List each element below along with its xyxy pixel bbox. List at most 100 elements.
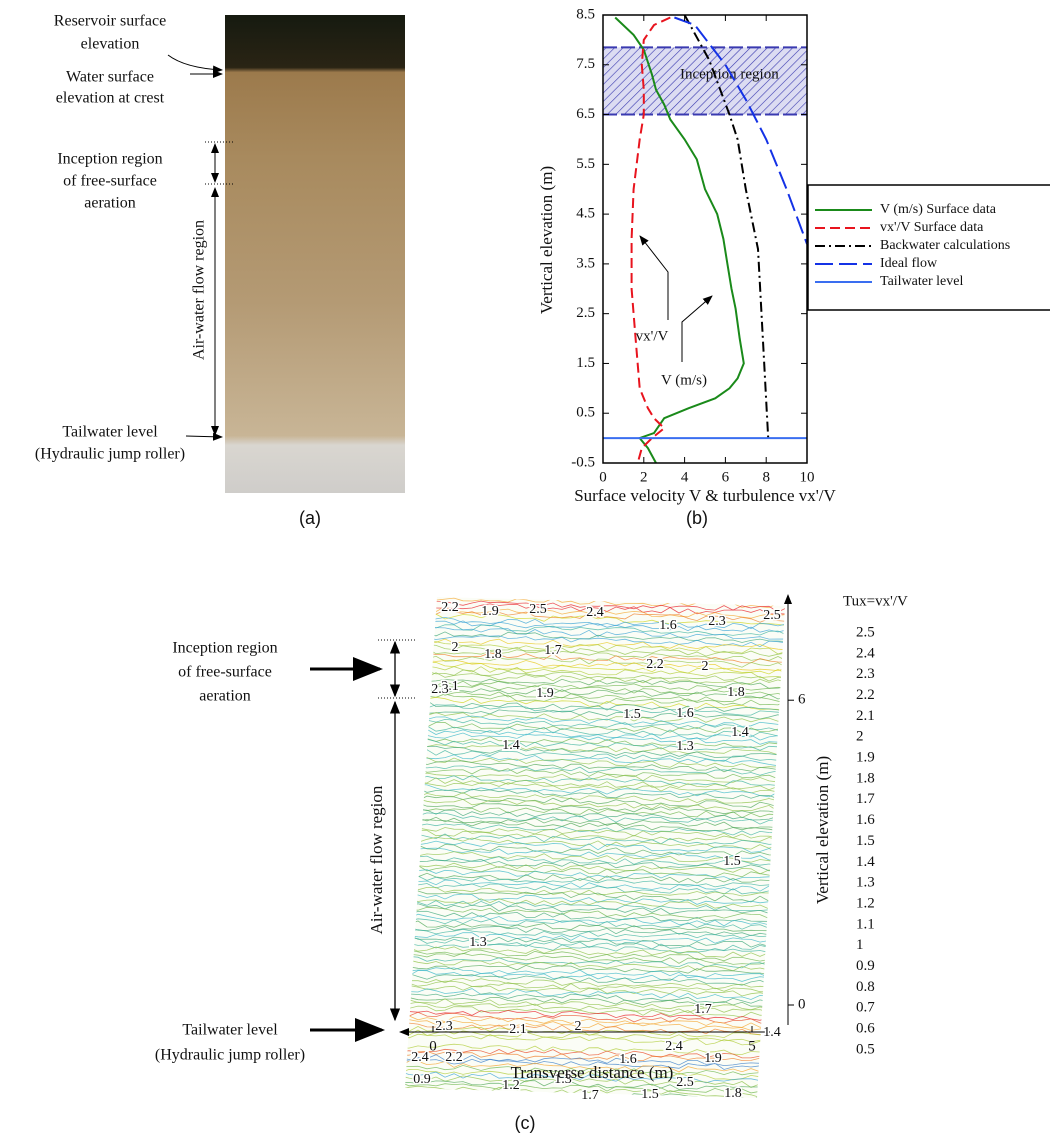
tailwater-label: Tailwater level [62,424,158,441]
contour-label: 1.9 [704,1051,722,1066]
contour-line [405,631,785,643]
contour-label: 1.6 [659,618,677,633]
contour-line [405,806,785,819]
legend-label: Backwater calculations [880,238,1010,253]
contour-line [405,682,785,697]
contour-label: 2.1 [441,679,459,694]
x-tick-label: 2 [640,469,648,485]
contour-line [405,795,785,808]
contour-line [405,996,785,1008]
band-label: Inception region [680,66,779,82]
colorbar-level: 1.6 [856,812,875,828]
x-tick-label: 8 [762,469,770,485]
contour-line [405,942,785,956]
contour-line [405,840,785,855]
contour-line [405,787,785,800]
contour-line [405,780,785,794]
colorbar-level: 2.4 [856,645,875,661]
contour-line [405,687,785,700]
contour-line [405,809,785,821]
x-axis-title: Transverse distance (m) [511,1063,674,1082]
contour-line [405,798,785,812]
contour-line [405,1011,785,1026]
y-tick-label: -0.5 [571,454,595,470]
contour-line [405,652,785,664]
contour-line [405,633,785,648]
contour-line [405,783,785,798]
contour-line [405,910,785,924]
contour-line [405,998,785,1012]
contour-label: 1.7 [581,1088,599,1103]
contour-label: 2 [702,659,709,674]
contour-line [405,980,785,993]
contour-line [405,1050,785,1063]
contour-label: 1.9 [536,686,554,701]
contour-label: 2.3 [431,682,449,697]
contour-label: 1.5 [641,1087,659,1102]
airwater-label: Air-water flow region [367,785,386,934]
y-tick-label: 1.5 [576,355,595,371]
contour-line [405,647,785,662]
contour-line [405,836,785,850]
x-tick-label: 6 [722,469,730,485]
contour-line [405,605,785,619]
inception-label: Inception region [172,640,277,657]
contour-line [405,749,785,762]
contour-line [405,865,785,878]
contour-line [405,679,785,691]
contour-label: 1.8 [727,685,745,700]
caption: (b) [686,508,708,528]
contour-label: 1.3 [469,935,487,950]
series-line [630,16,671,464]
contour-line [405,658,785,672]
y-tick-label: 4.5 [576,206,595,222]
colorbar-level: 1 [856,937,864,953]
contour-label: 1.9 [481,604,499,619]
contour-line [405,903,785,915]
contour-line [405,816,785,829]
contour-line [405,675,785,690]
contour-line [405,612,785,626]
contour-line [405,823,785,836]
inception-label: aeration [199,688,251,705]
contour-line [405,1060,785,1074]
y-tick-label: 0 [798,996,806,1012]
contour-line [405,693,785,706]
contour-line [405,1032,785,1046]
contour-line [405,792,785,805]
colorbar-level: 2.3 [856,666,875,682]
contour-label: 0.9 [413,1072,431,1087]
contour-label: 1.7 [544,643,562,658]
chart-annotation-arrows [639,235,713,362]
contour-line [405,829,785,843]
colorbar-level: 1.3 [856,875,875,891]
contour-line [405,858,785,872]
contour-label: 1.3 [676,739,694,754]
contour-line [405,624,785,636]
colorbar-level: 1.1 [856,916,875,932]
contour-label: 1.5 [623,707,641,722]
tailwater-label: (Hydraulic jump roller) [155,1047,305,1064]
contour-line [405,745,785,758]
contour-line [405,1001,785,1014]
inception-label: of free-surface [178,664,272,681]
contour-line [405,1056,785,1071]
contour-map [405,597,785,1098]
contour-line [405,1085,785,1098]
contour-line [405,690,785,704]
contour-line [405,937,785,952]
contour-line [405,654,785,669]
contour-line [405,1015,785,1029]
plot-frame [602,14,808,464]
contour-label: 2.5 [763,608,781,623]
contour-line [405,1018,785,1031]
contour-line [405,1026,785,1039]
contour-line [405,661,785,675]
legend-label: V (m/s) Surface data [880,202,997,217]
contour-line [405,869,785,882]
contour-label: 2.5 [676,1075,694,1090]
photo-annotations [167,54,235,441]
contour-label: 1.6 [619,1052,637,1067]
colorbar-level: 0.5 [856,1041,875,1057]
